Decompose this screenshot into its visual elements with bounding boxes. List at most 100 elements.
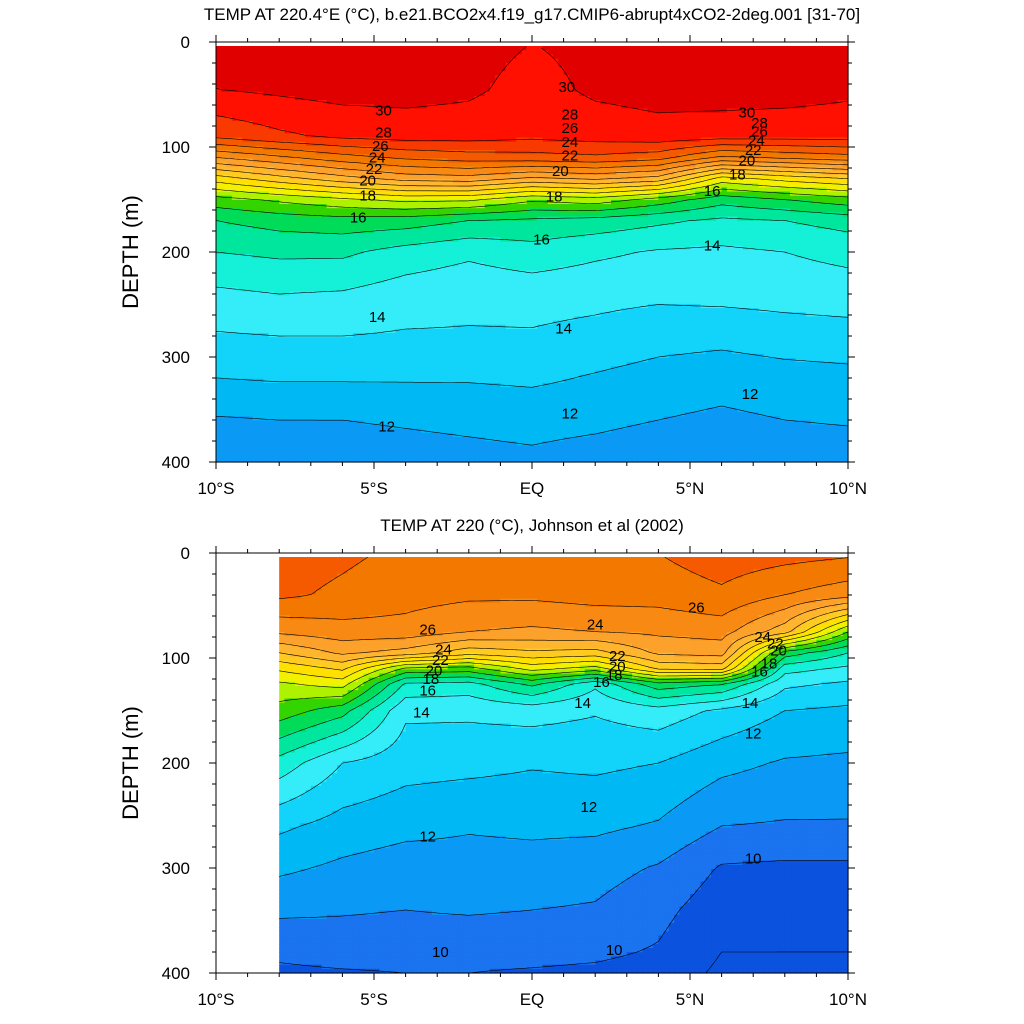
- field-cell: [790, 146, 796, 151]
- field-cell: [574, 50, 580, 55]
- field-cell: [543, 58, 549, 63]
- field-cell: [822, 196, 828, 201]
- field-cell: [295, 46, 301, 51]
- field-cell: [485, 113, 491, 118]
- field-cell: [495, 117, 501, 122]
- field-cell: [521, 117, 527, 122]
- field-cell: [421, 113, 427, 118]
- field-cell: [300, 83, 306, 88]
- field-cell: [622, 58, 628, 63]
- field-cell: [400, 100, 406, 105]
- field-cell: [679, 179, 685, 184]
- field-cell: [774, 129, 780, 134]
- field-cell: [353, 133, 359, 138]
- field-cell: [506, 75, 512, 80]
- field-cell: [485, 183, 491, 188]
- field-cell: [548, 88, 554, 93]
- field-cell: [622, 125, 628, 130]
- field-cell: [321, 83, 327, 88]
- field-cell: [600, 50, 606, 55]
- field-cell: [579, 217, 585, 222]
- field-cell: [822, 67, 828, 72]
- field-cell: [321, 204, 327, 209]
- field-cell: [806, 121, 812, 126]
- field-cell: [337, 58, 343, 63]
- field-cell: [516, 167, 522, 172]
- field-cell: [232, 54, 238, 59]
- field-cell: [437, 54, 443, 59]
- field-cell: [406, 204, 412, 209]
- field-cell: [453, 196, 459, 201]
- field-cell: [469, 58, 475, 63]
- field-cell: [527, 125, 533, 130]
- field-cell: [648, 121, 654, 126]
- field-cell: [421, 46, 427, 51]
- field-cell: [332, 154, 338, 159]
- field-cell: [616, 100, 622, 105]
- field-cell: [421, 196, 427, 201]
- field-cell: [822, 92, 828, 97]
- field-cell: [585, 200, 591, 205]
- field-cell: [632, 67, 638, 72]
- field-cell: [421, 92, 427, 97]
- field-cell: [421, 154, 427, 159]
- field-cell: [400, 54, 406, 59]
- field-cell: [600, 108, 606, 113]
- field-cell: [590, 92, 596, 97]
- field-cell: [748, 204, 754, 209]
- field-cell: [543, 208, 549, 213]
- field-cell: [801, 83, 807, 88]
- field-cell: [253, 88, 259, 93]
- field-cell: [637, 113, 643, 118]
- field-cell: [332, 162, 338, 167]
- field-cell: [442, 79, 448, 84]
- field-cell: [411, 67, 417, 72]
- field-cell: [300, 146, 306, 151]
- field-cell: [785, 187, 791, 192]
- field-cell: [469, 208, 475, 213]
- field-cell: [263, 212, 269, 217]
- field-cell: [801, 129, 807, 134]
- field-cell: [737, 146, 743, 151]
- field-cell: [780, 146, 786, 151]
- field-cell: [300, 142, 306, 147]
- field-cell: [643, 162, 649, 167]
- field-cell: [795, 63, 801, 68]
- field-cell: [316, 92, 322, 97]
- field-cell: [432, 217, 438, 222]
- field-cell: [637, 117, 643, 122]
- field-cell: [300, 96, 306, 101]
- field-cell: [221, 121, 227, 126]
- field-cell: [464, 71, 470, 76]
- field-cell: [732, 79, 738, 84]
- field-cell: [458, 67, 464, 72]
- field-cell: [527, 154, 533, 159]
- field-cell: [284, 58, 290, 63]
- field-cell: [600, 58, 606, 63]
- field-cell: [527, 75, 533, 80]
- field-cell: [706, 46, 712, 51]
- field-cell: [284, 175, 290, 180]
- field-cell: [442, 92, 448, 97]
- field-cell: [506, 212, 512, 217]
- field-cell: [390, 183, 396, 188]
- field-cell: [590, 75, 596, 80]
- field-cell: [822, 54, 828, 59]
- field-cell: [216, 121, 222, 126]
- field-cell: [827, 133, 833, 138]
- field-cell: [600, 63, 606, 68]
- field-cell: [485, 58, 491, 63]
- field-cell: [485, 200, 491, 205]
- field-cell: [437, 46, 443, 51]
- field-cell: [490, 96, 496, 101]
- field-cell: [406, 133, 412, 138]
- field-cell: [716, 100, 722, 105]
- field-cell: [511, 83, 517, 88]
- field-cell: [653, 67, 659, 72]
- field-cell: [774, 50, 780, 55]
- field-cell: [421, 71, 427, 76]
- field-cell: [253, 67, 259, 72]
- field-cell: [469, 129, 475, 134]
- field-cell: [685, 63, 691, 68]
- field-cell: [300, 46, 306, 51]
